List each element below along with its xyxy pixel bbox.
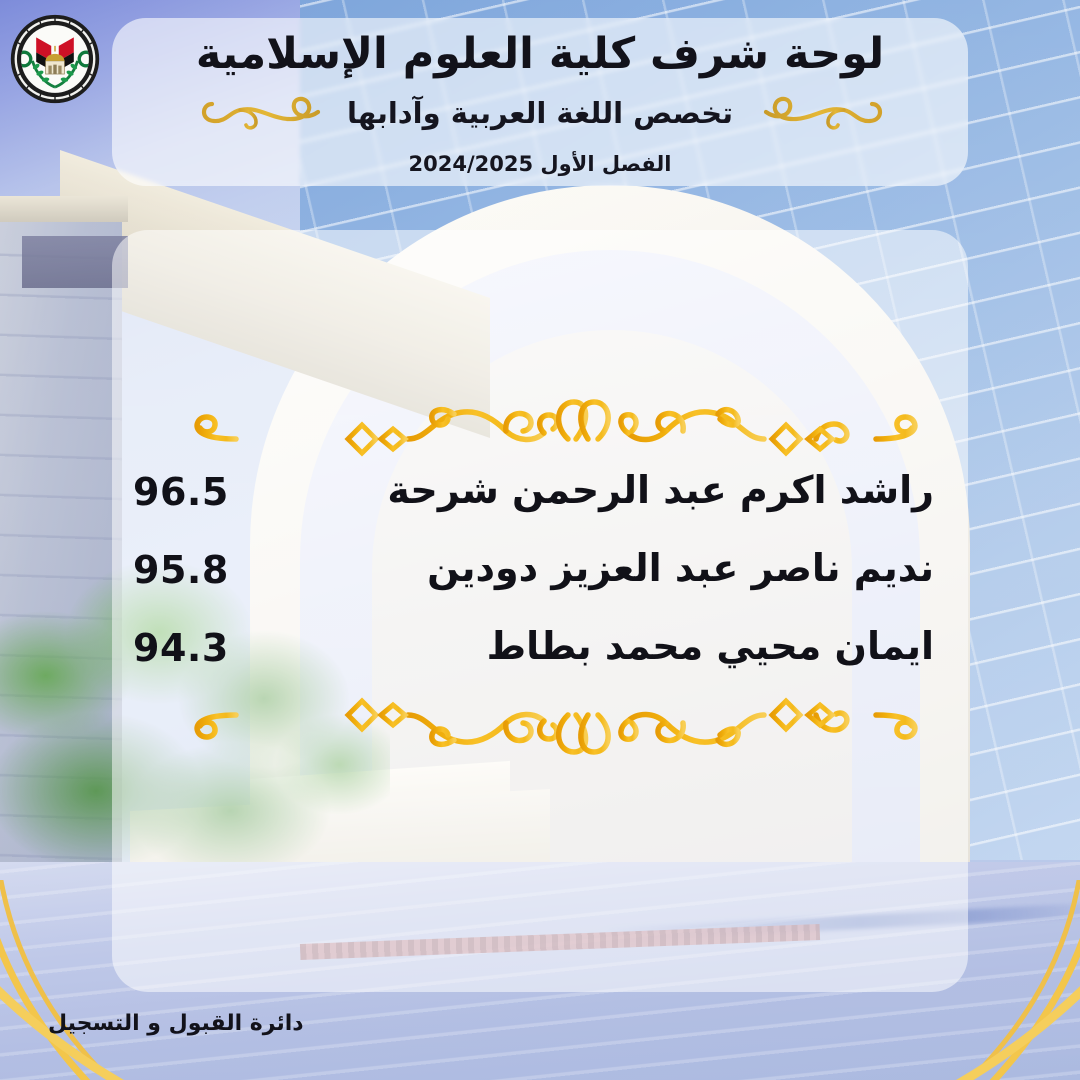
student-name: نديم ناصر عبد العزيز دودين bbox=[427, 546, 934, 590]
student-score: 94.3 bbox=[133, 626, 229, 670]
academic-term-label: الفصل الأول 2024/2025 bbox=[408, 152, 672, 176]
honor-list-item: نديم ناصر عبد العزيز دودين 95.8 bbox=[112, 546, 968, 624]
student-name: راشد اكرم عبد الرحمن شرحة bbox=[387, 468, 934, 512]
student-name: ايمان محيي محمد بطاط bbox=[486, 624, 934, 668]
student-score: 96.5 bbox=[133, 470, 229, 514]
header-panel: لوحة شرف كلية العلوم الإسلامية تخصص اللغ… bbox=[112, 18, 968, 186]
flourish-swirl-ornament-left bbox=[201, 96, 321, 130]
honor-list-item: ايمان محيي محمد بطاط 94.3 bbox=[112, 624, 968, 702]
university-seal-logo bbox=[10, 14, 100, 104]
honor-roll-list: راشد اكرم عبد الرحمن شرحة 96.5 نديم ناصر… bbox=[112, 468, 968, 702]
content-panel bbox=[112, 230, 968, 992]
photo-tower-band bbox=[22, 236, 128, 288]
page-subtitle-major: تخصص اللغة العربية وآدابها bbox=[346, 96, 734, 130]
student-score: 95.8 bbox=[133, 548, 229, 592]
gold-flourish-divider-top bbox=[194, 399, 918, 457]
department-footer-label: دائرة القبول و التسجيل bbox=[48, 1011, 304, 1036]
photo-tower-cap bbox=[0, 196, 128, 222]
honor-list-item: راشد اكرم عبد الرحمن شرحة 96.5 bbox=[112, 468, 968, 546]
page-title: لوحة شرف كلية العلوم الإسلامية bbox=[195, 29, 885, 79]
flourish-swirl-ornament-right bbox=[763, 96, 883, 130]
gold-flourish-divider-bottom bbox=[194, 697, 918, 755]
